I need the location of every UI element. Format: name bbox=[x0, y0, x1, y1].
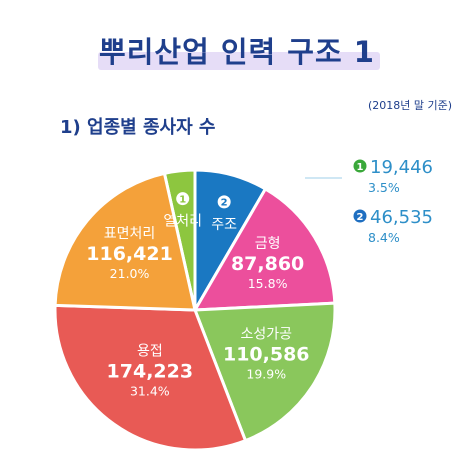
slice-name-label: 열처리 bbox=[163, 214, 202, 230]
callout-value: 19,446 bbox=[370, 157, 433, 178]
callout-badge-number: 1 bbox=[357, 162, 364, 173]
slice-name-label: 소성가공 bbox=[241, 326, 293, 342]
slice-name-label: 주조 bbox=[211, 217, 237, 233]
title-area: 뿌리산업 인력 구조 1 bbox=[0, 30, 474, 74]
slice-name-label: 금형 bbox=[255, 236, 281, 252]
title-highlight bbox=[98, 52, 380, 70]
slice-badge-circle bbox=[176, 192, 190, 206]
slice-value-label: 87,860 bbox=[231, 253, 304, 275]
callout-value: 46,535 bbox=[370, 207, 433, 228]
slice-value-label: 174,223 bbox=[107, 361, 194, 383]
slice-name-label: 표면처리 bbox=[104, 226, 156, 242]
pie-slice-4 bbox=[193, 301, 337, 443]
pie-slice-6 bbox=[53, 171, 197, 312]
slice-badge-circle bbox=[217, 195, 231, 209]
page-title: 뿌리산업 인력 구조 1 bbox=[99, 35, 375, 69]
slice-value-label: 110,586 bbox=[223, 343, 310, 365]
callout-percent: 8.4% bbox=[368, 230, 400, 245]
slice-name-label: 용접 bbox=[137, 344, 163, 360]
slice-percent-label: 15.8% bbox=[248, 276, 288, 291]
callout-badge-circle bbox=[353, 209, 367, 223]
pie-slice-5 bbox=[53, 303, 247, 452]
slice-value-label: 116,421 bbox=[86, 243, 173, 265]
callout-2: 2 46,535 8.4% bbox=[353, 207, 433, 245]
slice-label-group-2: 2 주조 bbox=[211, 195, 237, 233]
pie-slice-3 bbox=[193, 187, 337, 312]
date-note: (2018년 말 기준) bbox=[367, 99, 452, 112]
slice-percent-label: 21.0% bbox=[110, 266, 150, 281]
callout-badge-number: 2 bbox=[357, 212, 364, 223]
slice-percent-label: 19.9% bbox=[246, 366, 286, 381]
callout-percent: 3.5% bbox=[368, 180, 400, 195]
chart-subtitle: 1) 업종별 종사자 수 bbox=[60, 117, 216, 138]
slice-badge-number: 2 bbox=[221, 198, 228, 209]
slice-percent-label: 31.4% bbox=[130, 384, 170, 399]
callout-badge-circle bbox=[353, 159, 367, 173]
slice-badge-number: 1 bbox=[179, 194, 186, 205]
callout-1: 1 19,446 3.5% bbox=[353, 157, 433, 195]
slice-label-group-1: 1 열처리 bbox=[163, 192, 202, 230]
